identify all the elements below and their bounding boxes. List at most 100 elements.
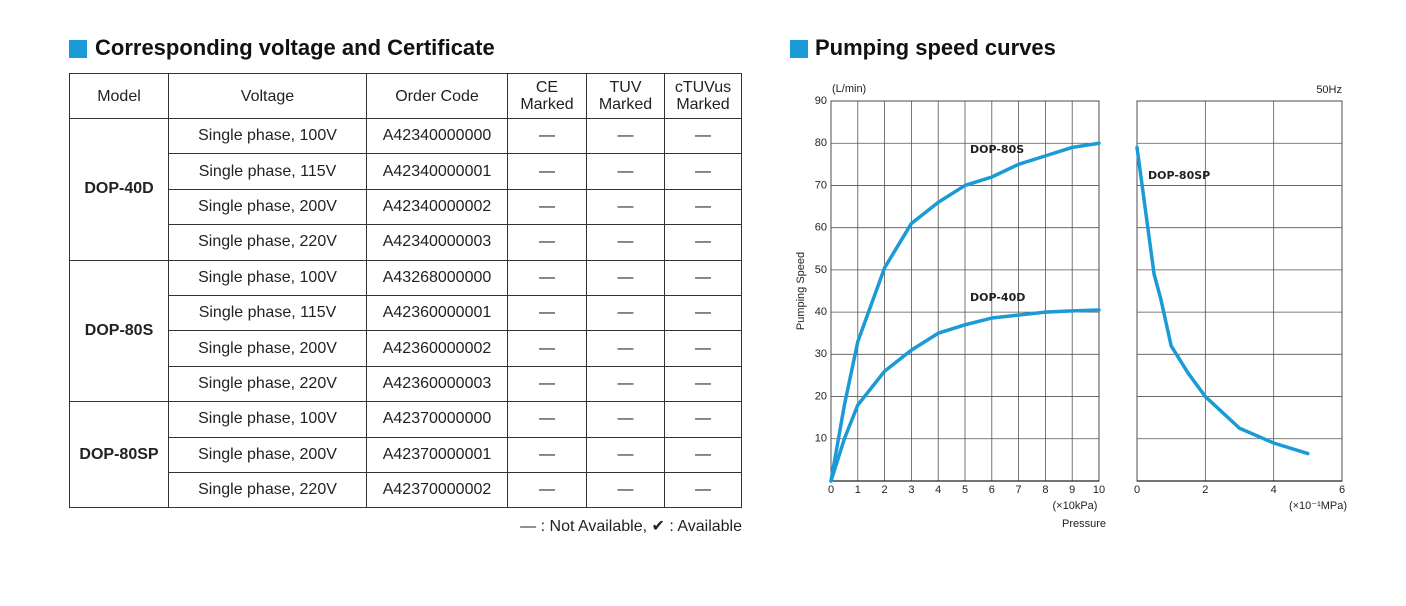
series-line <box>1135 145 1310 456</box>
x-tick-label: 7 <box>1016 484 1022 496</box>
table-note: — : Not Available, ✔ : Available <box>520 518 742 535</box>
x-tick-label: 0 <box>1134 484 1140 496</box>
x-unit: (×10⁻¹MPa) <box>1289 500 1347 512</box>
plot-frame <box>1136 100 1343 482</box>
x-tick-label: 0 <box>828 484 834 496</box>
table-cell: A42370000001 <box>366 436 508 473</box>
table-row: Single phase, 115V A42340000001— — — <box>70 153 742 190</box>
table-cell: A43268000000 <box>366 259 508 296</box>
table-row: Single phase, 220V A42370000002— — — <box>70 471 742 509</box>
table-cell: — <box>507 153 587 190</box>
table-row: DOP-40D Single phase, 100V A42340000000— — — <box>69 117 742 261</box>
x-tick-label: 4 <box>1271 484 1277 496</box>
y-tick-label: 90 <box>815 95 827 107</box>
table-cell: A42340000002 <box>366 188 508 226</box>
table-cell: Single phase, 100V <box>168 401 367 438</box>
table-cell: A42360000003 <box>366 365 508 403</box>
table-cell: — <box>664 188 742 226</box>
y-tick-label: 60 <box>815 222 827 234</box>
x-tick-label: 6 <box>1339 484 1345 496</box>
table-row: Single phase, 200V A42340000002— — — <box>70 188 742 226</box>
table-cell: Single phase, 200V <box>168 330 367 367</box>
y-tick-label: 20 <box>815 390 827 402</box>
series-label: DOP-80SP <box>1148 169 1210 182</box>
table-cell: — <box>507 224 587 261</box>
table-cell: — <box>507 436 587 473</box>
table-row: Single phase, 220V A42360000003— — — <box>70 365 742 403</box>
table-cell: A42370000002 <box>366 471 508 509</box>
x-tick-label: 4 <box>935 484 941 496</box>
table-cell: A42340000001 <box>366 153 508 190</box>
model-cell: DOP-80SP <box>69 401 169 509</box>
x-tick-label: 1 <box>855 484 861 496</box>
table-cell: — <box>586 294 665 332</box>
table-cell: A42370000000 <box>366 401 508 438</box>
table-row: DOP-80SP Single phase, 100V A42370000000— —… <box>69 401 742 509</box>
y-tick-label: 40 <box>815 306 827 318</box>
table-cell: Single phase, 220V <box>168 365 367 403</box>
table-cell: Single phase, 115V <box>168 153 367 190</box>
y-tick-label: 30 <box>815 348 827 360</box>
x-tick-label: 10 <box>1093 484 1105 496</box>
table-cell: — <box>664 224 742 261</box>
table-cell: — <box>507 401 587 438</box>
column-header: TUV Marked <box>586 73 665 119</box>
x-tick-label: 3 <box>908 484 914 496</box>
chart-note: 50Hz <box>1316 84 1342 96</box>
table-cell: — <box>586 188 665 226</box>
title-marker <box>790 40 808 58</box>
x-tick-label: 2 <box>882 484 888 496</box>
table-cell: Single phase, 220V <box>168 471 367 509</box>
table-cell: — <box>664 471 742 509</box>
table-cell: A42340000000 <box>366 117 508 155</box>
table-cell: Single phase, 115V <box>168 294 367 332</box>
table-cell: A42360000001 <box>366 294 508 332</box>
column-header: CE Marked <box>507 73 587 119</box>
x-unit: (×10kPa) <box>1053 500 1098 512</box>
table-cell: Single phase, 100V <box>168 117 367 155</box>
series-line <box>829 141 1101 483</box>
x-tick-label: 2 <box>1202 484 1208 496</box>
x-axis-label: Pressure <box>1062 518 1106 530</box>
series-label: DOP-80S <box>970 143 1024 156</box>
x-tick-label: 5 <box>962 484 968 496</box>
table-cell: — <box>586 224 665 261</box>
table-cell: — <box>664 436 742 473</box>
series-label: DOP-40D <box>970 291 1025 304</box>
x-tick-label: 8 <box>1042 484 1048 496</box>
table-row: Single phase, 200V A42370000001— — — <box>70 436 742 473</box>
table-cell: — <box>664 330 742 367</box>
table-row: Single phase, 220V A42340000003— — — <box>70 224 742 261</box>
table: Model Voltage Order Code CE Marked TUV Marke… <box>69 73 742 509</box>
title-marker <box>69 40 87 58</box>
y-tick-label: 80 <box>815 137 827 149</box>
model-cell: DOP-40D <box>69 118 169 261</box>
table-cell: — <box>664 294 742 332</box>
y-tick-label: 10 <box>815 433 827 445</box>
table-cell: Single phase, 200V <box>168 436 367 473</box>
y-unit: (L/min) <box>832 83 866 95</box>
table-cell: — <box>664 401 742 438</box>
y-tick-label: 50 <box>815 264 827 276</box>
table-title: Corresponding voltage and Certificate <box>95 35 495 60</box>
series-line <box>829 308 1101 483</box>
x-tick-label: 9 <box>1069 484 1075 496</box>
y-axis-label: Pumping Speed <box>795 252 807 330</box>
table-cell: — <box>507 188 587 226</box>
table-cell: Single phase, 100V <box>168 259 367 296</box>
chart-title: Pumping speed curves <box>815 35 1056 60</box>
table-cell: — <box>586 259 665 296</box>
y-tick-label: 70 <box>815 179 827 191</box>
table-cell: — <box>586 365 665 403</box>
table-cell: — <box>664 365 742 403</box>
table-cell: — <box>586 436 665 473</box>
table-cell: — <box>507 471 587 509</box>
table-row: DOP-80S Single phase, 100V A43268000000— — — <box>69 259 742 403</box>
table-cell: — <box>664 117 742 155</box>
table-cell: Single phase, 200V <box>168 188 367 226</box>
table-row: Single phase, 200V A42360000002— — — <box>70 330 742 367</box>
table-cell: — <box>507 330 587 367</box>
table-cell: — <box>507 365 587 403</box>
